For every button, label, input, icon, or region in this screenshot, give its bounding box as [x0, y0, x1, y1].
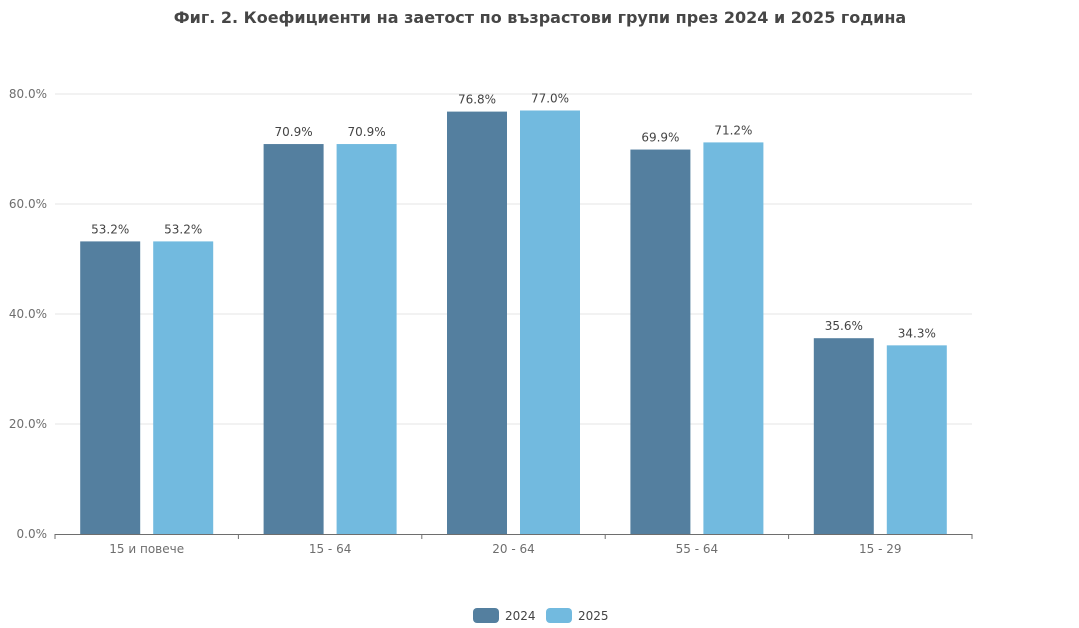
bar-2025: [886, 345, 947, 534]
y-tick-label: 60.0%: [9, 197, 47, 211]
data-label: 70.9%: [275, 125, 313, 139]
y-tick-label: 80.0%: [9, 87, 47, 101]
y-tick-label: 0.0%: [17, 527, 48, 541]
x-tick-label: 15 - 29: [859, 542, 902, 556]
x-tick-label: 55 - 64: [676, 542, 719, 556]
bar-2025: [336, 144, 397, 535]
bar-2025: [520, 110, 580, 534]
data-label: 35.6%: [825, 319, 863, 333]
bars: 53.2% 53.2% 70.9% 70.9% 76.8% 77.0% 69.9% 71.2%…: [80, 92, 947, 535]
bar-2025: [153, 241, 214, 534]
data-label: 69.9%: [641, 131, 679, 145]
data-label: 53.2%: [91, 222, 129, 236]
bar-2024: [263, 144, 324, 535]
x-tick-label: 20 - 64: [492, 542, 535, 556]
data-label: 53.2%: [164, 222, 202, 236]
legend: 2024 2025: [473, 608, 609, 623]
x-axis: 15 и повече 15 - 64 20 - 64 55 - 64 15 - 29: [54, 534, 973, 556]
bar-2024: [80, 241, 141, 534]
y-tick-label: 20.0%: [9, 417, 47, 431]
legend-swatch-2024: [473, 608, 499, 623]
data-label: 71.2%: [714, 123, 752, 137]
chart-title: Фиг. 2. Коефициенти на заетост по възрас…: [174, 8, 906, 27]
bar-2024: [630, 149, 691, 535]
x-tick-label: 15 и повече: [109, 542, 184, 556]
bar-2024: [447, 111, 507, 534]
legend-swatch-2025: [546, 608, 572, 623]
legend-label: 2024: [505, 609, 536, 623]
data-label: 34.3%: [898, 326, 936, 340]
bar-2024: [813, 338, 874, 534]
data-label: 70.9%: [348, 125, 386, 139]
data-label: 76.8%: [458, 93, 496, 107]
bar-2025: [703, 142, 764, 534]
data-label: 77.0%: [531, 92, 569, 106]
x-tick-label: 15 - 64: [309, 542, 352, 556]
legend-label: 2025: [578, 609, 609, 623]
y-tick-label: 40.0%: [9, 307, 47, 321]
